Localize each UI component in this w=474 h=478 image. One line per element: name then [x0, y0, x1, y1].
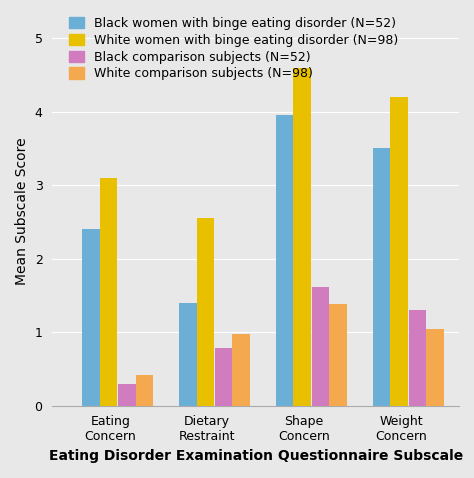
- Bar: [409, 310, 426, 406]
- Bar: [82, 229, 100, 406]
- Bar: [426, 328, 444, 406]
- Bar: [373, 149, 390, 406]
- Bar: [100, 178, 117, 406]
- Bar: [118, 384, 136, 406]
- Bar: [312, 287, 329, 406]
- Bar: [276, 115, 293, 406]
- Bar: [329, 304, 346, 406]
- Bar: [390, 97, 408, 406]
- Bar: [179, 303, 197, 406]
- X-axis label: Eating Disorder Examination Questionnaire Subscale: Eating Disorder Examination Questionnair…: [48, 449, 463, 463]
- Bar: [136, 375, 153, 406]
- Bar: [232, 334, 250, 406]
- Bar: [293, 67, 311, 406]
- Legend: Black women with binge eating disorder (N=52), White women with binge eating dis: Black women with binge eating disorder (…: [67, 14, 401, 83]
- Bar: [215, 348, 232, 406]
- Y-axis label: Mean Subscale Score: Mean Subscale Score: [15, 137, 29, 285]
- Bar: [197, 218, 214, 406]
